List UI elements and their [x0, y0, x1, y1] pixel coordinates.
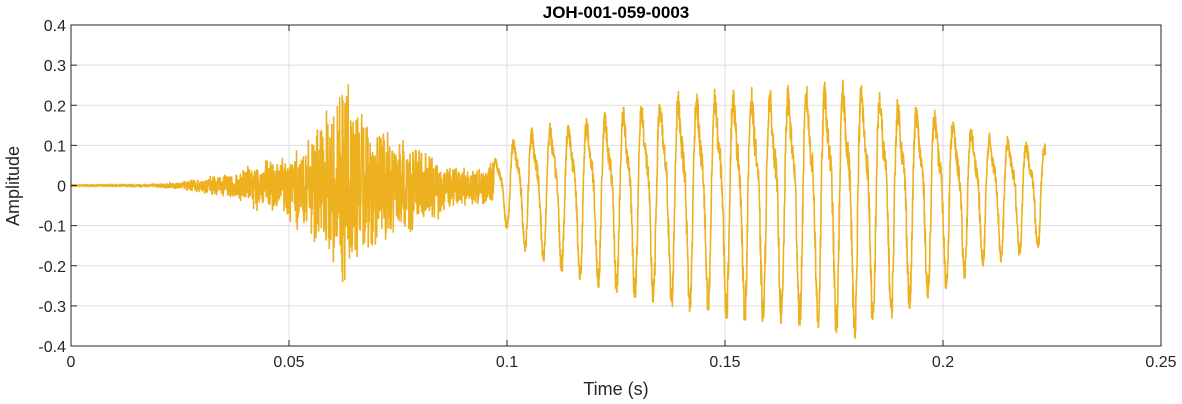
x-tick-label: 0.15 — [709, 354, 740, 371]
x-tick-label: 0.2 — [932, 354, 954, 371]
y-tick-label: 0.2 — [44, 98, 66, 115]
y-tick-label: -0.3 — [38, 299, 66, 316]
y-tick-label: -0.1 — [38, 219, 66, 236]
waveform-series — [70, 79, 1047, 339]
x-tick-label: 0.25 — [1145, 354, 1176, 371]
y-tick-label: -0.4 — [38, 339, 66, 356]
y-tick-label: -0.2 — [38, 259, 66, 276]
y-axis-label: Amplitude — [3, 146, 23, 226]
x-axis-label: Time (s) — [583, 379, 648, 399]
y-tick-label: 0.4 — [44, 18, 66, 35]
y-tick-label: 0.3 — [44, 58, 66, 75]
chart-title: JOH-001-059-0003 — [543, 3, 689, 22]
waveform-line — [70, 79, 1047, 339]
y-tick-label: 0 — [57, 179, 66, 196]
x-tick-label: 0.05 — [273, 354, 304, 371]
x-tick-label: 0.1 — [496, 354, 518, 371]
x-axis-ticks: 0 0.05 0.1 0.15 0.2 0.25 — [67, 25, 1177, 371]
x-tick-label: 0 — [67, 354, 76, 371]
y-tick-label: 0.1 — [44, 138, 66, 155]
y-axis-ticks: 0.4 0.3 0.2 0.1 0 -0.1 -0.2 -0.3 -0.4 — [38, 18, 1161, 356]
